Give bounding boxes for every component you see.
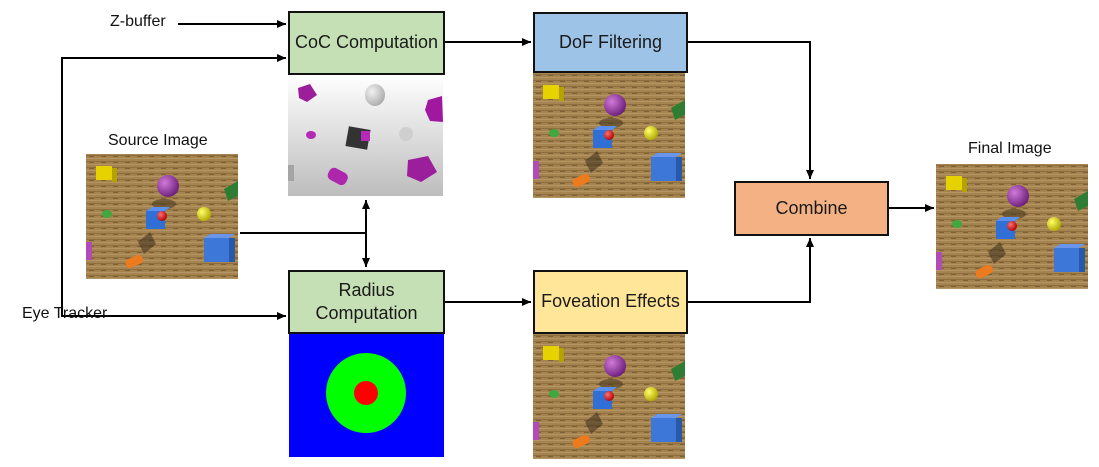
final-image-thumbnail	[936, 164, 1088, 289]
combine-label: Combine	[775, 197, 848, 218]
zbuffer-label: Z-buffer	[110, 13, 166, 30]
coc-map-thumbnail	[288, 75, 443, 196]
combine-box: Combine	[734, 181, 889, 236]
coc-computation-label: CoC Computation	[294, 32, 439, 53]
eyetracker-to-coc-arrow	[61, 54, 286, 317]
dof-to-combine-arrow	[688, 41, 814, 179]
final-image-label: Final Image	[968, 140, 1052, 157]
source-image-thumbnail	[86, 154, 238, 279]
dof-filtering-label: DoF Filtering	[558, 31, 663, 52]
dof-filtering-box: DoF Filtering	[533, 12, 688, 73]
foveation-to-combine-arrow	[688, 238, 814, 303]
connectors	[61, 20, 934, 320]
foveation-output-thumbnail	[533, 334, 685, 459]
dof-output-thumbnail	[533, 73, 685, 198]
radius-computation-label: Radius Computation	[315, 279, 418, 323]
radius-map-thumbnail	[289, 334, 444, 457]
foveation-effects-label: Foveation Effects	[541, 291, 680, 312]
source-image-label: Source Image	[108, 132, 208, 149]
foveation-effects-box: Foveation Effects	[533, 270, 688, 334]
eye-tracker-label: Eye Tracker	[22, 305, 108, 322]
coc-computation-box: CoC Computation	[288, 11, 445, 75]
radius-computation-box: Radius Computation	[288, 270, 445, 334]
